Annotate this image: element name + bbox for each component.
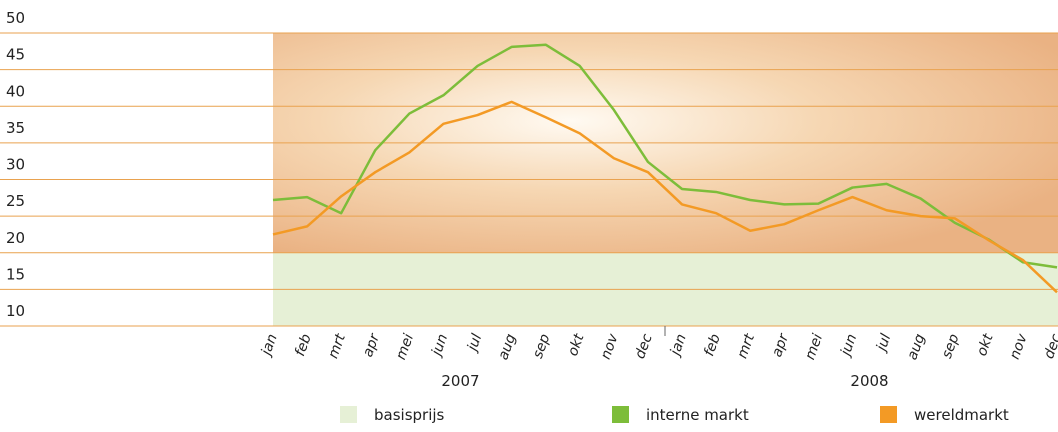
legend-swatch bbox=[880, 406, 897, 423]
x-tick-label: jan bbox=[667, 332, 690, 359]
line-0 bbox=[272, 43, 1058, 269]
x-tick-label: aug bbox=[495, 332, 519, 362]
x-tick-label: jun bbox=[837, 332, 860, 360]
y-tick-label: 40 bbox=[6, 82, 25, 100]
legend-label: wereldmarkt bbox=[914, 406, 1009, 424]
x-tick-label: sep bbox=[530, 332, 554, 361]
legend-swatch bbox=[612, 406, 629, 423]
x-tick-label: nov bbox=[598, 331, 622, 361]
x-tick-label: sep bbox=[939, 332, 963, 361]
year-label: 2008 bbox=[850, 372, 888, 390]
x-tick-label: mei bbox=[802, 332, 826, 362]
y-tick-label: 50 bbox=[6, 9, 25, 27]
x-tick-label: nov bbox=[1007, 331, 1031, 361]
year-label: 2007 bbox=[441, 372, 479, 390]
legend-swatch bbox=[340, 406, 357, 423]
x-tick-label: apr bbox=[360, 331, 383, 359]
x-tick-label: okt bbox=[565, 331, 588, 358]
y-tick-label: 35 bbox=[6, 119, 25, 137]
legend-label: interne markt bbox=[646, 406, 749, 424]
x-tick-label: feb bbox=[701, 332, 724, 359]
y-tick-label: 20 bbox=[6, 229, 25, 247]
x-tick-label: jan bbox=[258, 332, 281, 359]
y-tick-label: 45 bbox=[6, 46, 25, 64]
x-tick-label: jun bbox=[428, 332, 451, 360]
x-tick-label: okt bbox=[974, 331, 997, 358]
legend-label: basisprijs bbox=[374, 406, 445, 424]
y-tick-label: 25 bbox=[6, 192, 25, 210]
x-tick-label: jul bbox=[873, 332, 894, 355]
x-tick-label: dec bbox=[632, 332, 656, 361]
x-tick-label: mrt bbox=[734, 331, 758, 360]
y-tick-label: 30 bbox=[6, 156, 25, 174]
line-1 bbox=[272, 100, 1058, 294]
x-tick-label: feb bbox=[292, 332, 315, 359]
y-tick-label: 15 bbox=[6, 265, 25, 283]
x-tick-label: dec bbox=[1041, 332, 1058, 361]
x-tick-label: aug bbox=[904, 332, 928, 362]
y-tick-label: 10 bbox=[6, 302, 25, 320]
x-tick-label: mrt bbox=[325, 331, 349, 360]
x-tick-label: jul bbox=[464, 332, 485, 355]
x-tick-label: mei bbox=[393, 332, 417, 362]
x-tick-label: apr bbox=[769, 331, 792, 359]
